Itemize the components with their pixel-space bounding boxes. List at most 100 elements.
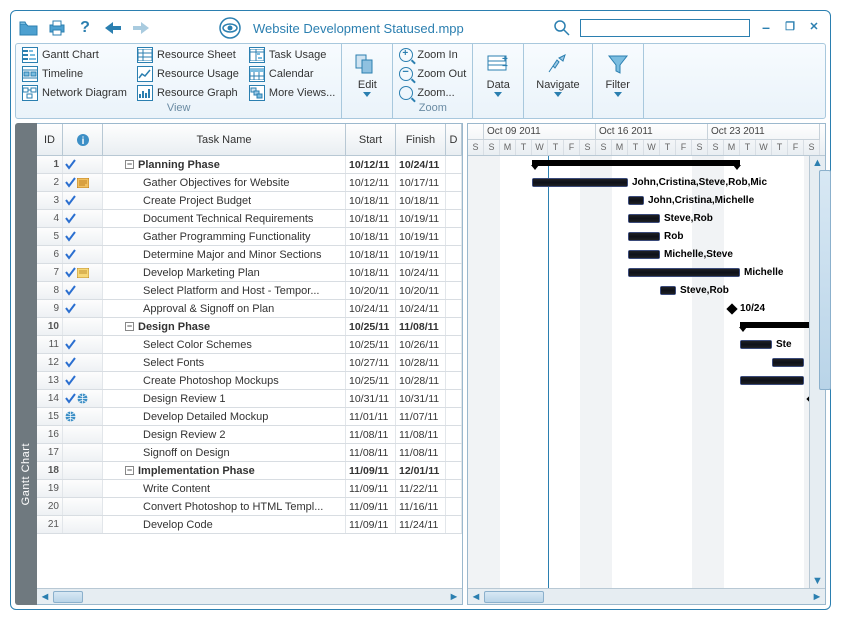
gantt-task-bar[interactable] xyxy=(740,376,804,385)
scroll-left-icon[interactable]: ◄ xyxy=(37,590,53,604)
side-tab-gantt[interactable]: Gantt Chart xyxy=(15,123,37,605)
back-icon[interactable] xyxy=(103,18,123,38)
timescale-day: F xyxy=(564,140,580,156)
col-start[interactable]: Start xyxy=(346,124,396,155)
gantt-summary-bar[interactable] xyxy=(740,322,809,328)
timescale-day: W xyxy=(644,140,660,156)
view-item-resource-graph[interactable]: Resource Graph xyxy=(137,84,239,102)
table-row[interactable]: 19Write Content11/09/1111/22/11 xyxy=(37,480,462,498)
table-row[interactable]: 17Signoff on Design11/08/1111/08/11 xyxy=(37,444,462,462)
gantt-task-bar[interactable] xyxy=(628,214,660,223)
table-row[interactable]: 3Create Project Budget10/18/1110/18/11 xyxy=(37,192,462,210)
table-row[interactable]: 6Determine Major and Minor Sections10/18… xyxy=(37,246,462,264)
navigate-button[interactable]: Navigate xyxy=(530,46,585,102)
table-row[interactable]: 21Develop Code11/09/1111/24/11 xyxy=(37,516,462,534)
gantt-pane: Oct 09 2011Oct 16 2011Oct 23 2011 SSMTWT… xyxy=(467,123,826,605)
gantt-task-bar[interactable] xyxy=(628,196,644,205)
table-row[interactable]: 12Select Fonts10/27/1110/28/11 xyxy=(37,354,462,372)
view-item-calendar[interactable]: Calendar xyxy=(249,65,335,83)
gantt-task-bar[interactable] xyxy=(772,358,804,367)
timescale-day: F xyxy=(676,140,692,156)
gantt-milestone[interactable] xyxy=(726,303,737,314)
scroll-left-icon[interactable]: ◄ xyxy=(468,590,484,604)
table-row[interactable]: 4Document Technical Requirements10/18/11… xyxy=(37,210,462,228)
edit-button[interactable]: Edit xyxy=(348,46,386,102)
scroll-right-icon[interactable]: ► xyxy=(809,590,825,604)
view-item-network-diagram[interactable]: Network Diagram xyxy=(22,84,127,102)
timescale-day: W xyxy=(532,140,548,156)
table-row[interactable]: 14Design Review 110/31/1110/31/11 xyxy=(37,390,462,408)
col-id[interactable]: ID xyxy=(37,124,63,155)
zoom-in-button[interactable]: Zoom In xyxy=(399,46,466,64)
view-item-task-usage[interactable]: Task Usage xyxy=(249,46,335,64)
gantt-summary-bar[interactable] xyxy=(532,160,740,166)
gantt-task-bar[interactable] xyxy=(628,250,660,259)
gantt-body[interactable]: John,Cristina,Steve,Rob,MicJohn,Cristina… xyxy=(468,156,809,588)
scroll-up-icon[interactable]: ▲ xyxy=(810,156,826,170)
timescale-day: M xyxy=(500,140,516,156)
timescale-day: S xyxy=(708,140,724,156)
timescale-day: M xyxy=(724,140,740,156)
timescale-day: T xyxy=(548,140,564,156)
table-row[interactable]: 5Gather Programming Functionality10/18/1… xyxy=(37,228,462,246)
col-task-name[interactable]: Task Name xyxy=(103,124,346,155)
svg-text:−: − xyxy=(502,61,508,72)
view-group-caption: View xyxy=(22,102,335,116)
help-icon[interactable]: ? xyxy=(75,18,95,38)
search-input[interactable] xyxy=(580,19,750,37)
table-row[interactable]: 18−Implementation Phase11/09/1112/01/11 xyxy=(37,462,462,480)
table-row[interactable]: 15Develop Detailed Mockup11/01/1111/07/1… xyxy=(37,408,462,426)
close-button[interactable]: ✕ xyxy=(806,20,822,36)
table-row[interactable]: 9Approval & Signoff on Plan10/24/1110/24… xyxy=(37,300,462,318)
svg-text:i: i xyxy=(81,136,84,147)
print-icon[interactable] xyxy=(47,18,67,38)
app-logo-icon xyxy=(219,17,241,39)
gantt-task-bar[interactable] xyxy=(532,178,628,187)
timescale-day: S xyxy=(692,140,708,156)
filter-button[interactable]: Filter xyxy=(599,46,637,102)
table-row[interactable]: 11Select Color Schemes10/25/1110/26/11 xyxy=(37,336,462,354)
table-row[interactable]: 2Gather Objectives for Website10/12/1110… xyxy=(37,174,462,192)
gantt-task-bar[interactable] xyxy=(660,286,676,295)
app-window: ? Website Development Statused.mpp – ❐ ✕… xyxy=(10,10,831,610)
view-group-items: Gantt Chart Resource Sheet Task Usage Timel… xyxy=(22,46,335,102)
grid-hscroll[interactable]: ◄ ► xyxy=(37,588,462,604)
view-item-more-views-[interactable]: More Views... xyxy=(249,84,335,102)
table-row[interactable]: 13Create Photoshop Mockups10/25/1110/28/… xyxy=(37,372,462,390)
table-row[interactable]: 7Develop Marketing Plan10/18/1110/24/11 xyxy=(37,264,462,282)
gantt-task-bar[interactable] xyxy=(628,268,740,277)
open-icon[interactable] xyxy=(19,18,39,38)
timescale-day: T xyxy=(516,140,532,156)
gantt-vscroll[interactable]: ▲ ▼ xyxy=(809,156,825,588)
zoom-dialog-button[interactable]: Zoom... xyxy=(399,84,466,102)
scroll-down-icon[interactable]: ▼ xyxy=(810,574,826,588)
gantt-bar-label: 10/24 xyxy=(740,303,765,314)
zoom-out-button[interactable]: Zoom Out xyxy=(399,65,466,83)
restore-button[interactable]: ❐ xyxy=(782,20,798,36)
gantt-task-bar[interactable] xyxy=(740,340,772,349)
gantt-timescale: Oct 09 2011Oct 16 2011Oct 23 2011 SSMTWT… xyxy=(468,124,825,156)
view-item-resource-usage[interactable]: Resource Usage xyxy=(137,65,239,83)
gantt-hscroll[interactable]: ◄ ► xyxy=(468,588,825,604)
table-row[interactable]: 1−Planning Phase10/12/1110/24/11 xyxy=(37,156,462,174)
view-item-resource-sheet[interactable]: Resource Sheet xyxy=(137,46,239,64)
table-row[interactable]: 16Design Review 211/08/1111/08/11 xyxy=(37,426,462,444)
table-row[interactable]: 8Select Platform and Host - Tempor...10/… xyxy=(37,282,462,300)
ribbon: Gantt Chart Resource Sheet Task Usage Timel… xyxy=(15,43,826,119)
scroll-right-icon[interactable]: ► xyxy=(446,590,462,604)
forward-icon[interactable] xyxy=(131,18,151,38)
data-button[interactable]: +− Data xyxy=(479,46,517,102)
timescale-day: T xyxy=(660,140,676,156)
table-row[interactable]: 10−Design Phase10/25/1111/08/11 xyxy=(37,318,462,336)
gantt-task-bar[interactable] xyxy=(628,232,660,241)
minimize-button[interactable]: – xyxy=(758,20,774,36)
col-finish[interactable]: Finish xyxy=(396,124,446,155)
search-icon[interactable] xyxy=(552,18,572,38)
chevron-down-icon xyxy=(554,92,562,97)
view-item-gantt-chart[interactable]: Gantt Chart xyxy=(22,46,127,64)
col-d[interactable]: D xyxy=(446,124,462,155)
table-row[interactable]: 20Convert Photoshop to HTML Templ...11/0… xyxy=(37,498,462,516)
timescale-day: T xyxy=(740,140,756,156)
col-indicators[interactable]: i xyxy=(63,124,103,155)
view-item-timeline[interactable]: Timeline xyxy=(22,65,127,83)
